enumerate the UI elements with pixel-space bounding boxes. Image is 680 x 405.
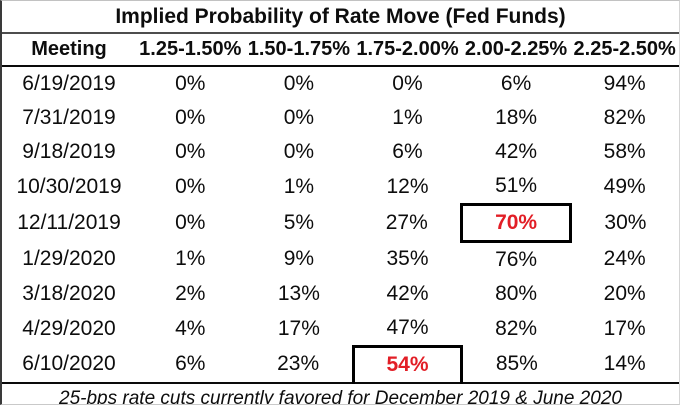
col-header-rate-range: 1.75-2.00% — [353, 34, 462, 67]
probability-cell: 4% — [175, 316, 206, 340]
col-header-rate-range: 2.25-2.50% — [570, 34, 679, 67]
col-header-rate-range: 1.25-1.50% — [136, 34, 245, 67]
table-row: 12/11/2019 0% 5% 27% 70% 30% — [2, 203, 679, 243]
probability-cell: 0% — [283, 72, 315, 95]
probability-cell: 47% — [386, 316, 429, 339]
probability-cell: 0% — [175, 211, 206, 234]
table-row: 6/10/2020 6% 23% 54% 85% 14% — [2, 345, 679, 384]
probability-cell: 12% — [386, 174, 429, 198]
probability-cell: 1% — [175, 247, 206, 271]
probability-cell: 27% — [385, 211, 428, 234]
meeting-date-cell: 6/10/2020 — [2, 346, 136, 384]
probability-cell: 6% — [392, 140, 423, 163]
probability-cell: 5% — [283, 211, 315, 234]
probability-cell: 85% — [461, 346, 571, 384]
probability-cell: 6% — [136, 346, 245, 384]
probability-cell: 1% — [283, 174, 315, 198]
header-row: Meeting 1.25-1.50% 1.50-1.75% 1.75-2.00% 2.0… — [2, 34, 679, 67]
probability-cell: 0% — [175, 140, 206, 163]
probability-cell: 82% — [603, 106, 646, 129]
col-header-rate-range: 1.50-1.75% — [244, 34, 354, 67]
table-row: 10/30/2019 0% 1% 12% 51% 49% — [2, 169, 679, 205]
meeting-date-cell: 6/19/2019 — [22, 72, 116, 95]
probability-cell: 14% — [570, 346, 679, 384]
probability-cell: 0% — [283, 140, 315, 163]
probability-cell: 6% — [500, 72, 532, 95]
probability-cell: 80% — [495, 282, 538, 305]
meeting-date-cell: 12/11/2019 — [17, 211, 121, 234]
highlighted-probability-cell: 54% — [351, 345, 464, 384]
probability-cell: 13% — [277, 282, 320, 305]
meeting-date-cell: 9/18/2019 — [22, 140, 116, 163]
probability-cell: 0% — [175, 72, 206, 95]
probability-cell: 58% — [603, 140, 646, 163]
table-row: 6/19/2019 0% 0% 0% 6% 94% — [2, 66, 679, 101]
probability-cell: 0% — [283, 106, 315, 129]
probability-cell: 42% — [386, 282, 429, 305]
probability-cell: 9% — [283, 247, 315, 271]
probability-cell: 94% — [603, 72, 646, 95]
probability-cell: 17% — [603, 316, 646, 340]
probability-cell: 35% — [386, 247, 429, 271]
probability-cell: 0% — [175, 174, 206, 198]
table-row: 4/29/2020 4% 17% 47% 82% 17% — [2, 311, 679, 347]
highlighted-probability-cell: 70% — [460, 203, 572, 243]
probability-cell: 18% — [495, 106, 538, 129]
col-header-meeting: Meeting — [2, 34, 136, 67]
probability-cell: 0% — [175, 106, 206, 129]
probability-cell: 17% — [277, 316, 320, 340]
probability-cell: 51% — [495, 174, 538, 197]
table-title: Implied Probability of Rate Move (Fed Fu… — [2, 1, 679, 34]
probability-cell: 49% — [603, 174, 646, 198]
meeting-date-cell: 3/18/2020 — [22, 282, 116, 305]
probability-cell: 0% — [392, 72, 423, 95]
meeting-date-cell: 1/29/2020 — [22, 247, 116, 271]
probability-cell: 20% — [603, 282, 646, 305]
probability-cell: 82% — [495, 316, 538, 340]
table-row: 9/18/2019 0% 0% 6% 42% 58% — [2, 135, 679, 169]
footnote: 25-bps rate cuts currently favored for D… — [59, 388, 622, 405]
col-header-rate-range: 2.00-2.25% — [461, 34, 571, 67]
probability-cell: 42% — [495, 140, 538, 163]
probability-cell: 76% — [495, 248, 538, 271]
table-body: 6/19/2019 0% 0% 0% 6% 94% 7/31/2019 0% 0% 1% 18% 82… — [2, 66, 679, 384]
meeting-date-cell: 4/29/2020 — [22, 316, 116, 340]
table-row: 7/31/2019 0% 0% 1% 18% 82% — [2, 101, 679, 135]
probability-cell: 1% — [392, 106, 423, 129]
probability-cell: 30% — [604, 211, 647, 234]
table-row: 1/29/2020 1% 9% 35% 76% 24% — [2, 242, 679, 278]
meeting-date-cell: 7/31/2019 — [22, 106, 116, 129]
probability-table: Meeting 1.25-1.50% 1.50-1.75% 1.75-2.00% 2.0… — [2, 34, 679, 384]
probability-cell: 24% — [603, 247, 646, 271]
probability-cell: 2% — [175, 282, 206, 305]
probability-cell: 23% — [244, 346, 354, 384]
meeting-date-cell: 10/30/2019 — [16, 174, 122, 198]
table-row: 3/18/2020 2% 13% 42% 80% 20% — [2, 277, 679, 311]
